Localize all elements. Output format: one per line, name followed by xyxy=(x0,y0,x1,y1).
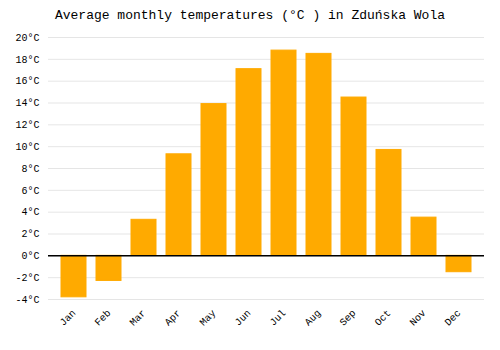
svg-text:Mar: Mar xyxy=(128,308,149,329)
svg-text:12°C: 12°C xyxy=(15,120,39,131)
svg-text:Oct: Oct xyxy=(373,308,394,329)
svg-text:Jun: Jun xyxy=(233,308,254,329)
svg-text:May: May xyxy=(198,308,219,329)
svg-text:10°C: 10°C xyxy=(15,142,39,153)
svg-text:16°C: 16°C xyxy=(15,76,39,87)
svg-text:Dec: Dec xyxy=(443,308,464,329)
svg-text:Aug: Aug xyxy=(303,308,324,329)
svg-text:Jul: Jul xyxy=(268,308,289,329)
svg-text:Sep: Sep xyxy=(338,308,359,329)
svg-text:Jan: Jan xyxy=(58,308,79,329)
svg-text:Nov: Nov xyxy=(408,308,429,329)
svg-text:18°C: 18°C xyxy=(15,55,39,66)
svg-text:-2°C: -2°C xyxy=(15,273,39,284)
svg-text:14°C: 14°C xyxy=(15,98,39,109)
svg-text:6°C: 6°C xyxy=(21,186,39,197)
html-text:Average monthly temperatures (: Average monthly temperatures (°C ) in Zd… xyxy=(55,8,445,23)
svg-text:Feb: Feb xyxy=(93,308,114,329)
svg-text:Apr: Apr xyxy=(163,308,184,329)
svg-text:20°C: 20°C xyxy=(15,33,39,44)
svg-text:0°C: 0°C xyxy=(21,251,39,262)
svg-text:8°C: 8°C xyxy=(21,164,39,175)
svg-text:2°C: 2°C xyxy=(21,229,39,240)
svg-text:-4°C: -4°C xyxy=(15,295,39,306)
svg-text:4°C: 4°C xyxy=(21,207,39,218)
